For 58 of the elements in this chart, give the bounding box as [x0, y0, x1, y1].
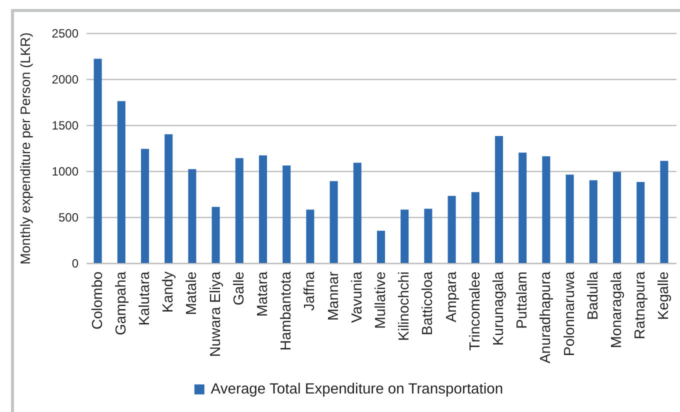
bar: [282, 165, 291, 263]
bar: [471, 192, 480, 263]
bar: [636, 182, 645, 263]
y-tick-label: 2000: [52, 72, 79, 86]
bar: [306, 210, 314, 263]
bar: [376, 230, 386, 263]
y-tick-label: 1500: [52, 118, 79, 132]
x-tick-label: Ratnapura: [632, 270, 649, 340]
x-tick-label: Kandy: [160, 270, 177, 313]
bar: [330, 181, 338, 263]
x-tick-label: Trincomalee: [467, 272, 484, 351]
bar: [518, 152, 527, 263]
x-tick-label: Kilinochchi: [396, 272, 413, 341]
bar: [424, 208, 432, 263]
x-tick-label: Kegalle: [656, 272, 672, 320]
bar: [612, 172, 622, 263]
x-tick-label: Gampaha: [113, 270, 130, 336]
bar: [212, 206, 220, 263]
x-tick-label: Vavunia: [349, 270, 366, 323]
x-tick-label: Ampara: [444, 270, 460, 322]
x-tick-label: Nuwara Eliya: [208, 270, 224, 357]
bar: [235, 158, 244, 263]
x-tick-label: Mannar: [326, 271, 342, 321]
bar: [117, 101, 126, 263]
x-tick-label: Kalutara: [137, 270, 153, 326]
bar: [188, 169, 196, 263]
bar: [589, 180, 598, 263]
x-tick-label: Badulla: [585, 270, 602, 320]
bar: [448, 196, 456, 263]
x-tick-label: Anuradhapura: [538, 270, 554, 364]
x-tick-label: Polonnaruwa: [562, 270, 578, 356]
x-tick-label: Matara: [255, 270, 271, 317]
x-tick-label: Galle: [231, 272, 248, 306]
y-tick-label: 1000: [52, 164, 79, 178]
bar: [566, 174, 574, 263]
y-tick-label: 500: [58, 210, 79, 224]
x-tick-label: Monaragala: [609, 270, 625, 348]
y-tick-label: 2500: [52, 26, 79, 40]
y-axis-title: Monthly expenditure per Person (LKR): [18, 32, 33, 264]
bar: [542, 156, 550, 263]
x-tick-label: Jaffna: [302, 270, 318, 311]
bar: [660, 160, 668, 263]
x-tick-label: Kurunagala: [491, 270, 507, 346]
x-tick-label: Colombo: [90, 272, 106, 330]
bar: [140, 148, 150, 263]
bar: [400, 210, 409, 263]
x-tick-label: Hambantota: [278, 270, 295, 350]
bar: [494, 136, 504, 263]
x-tick-label: Mullative: [373, 272, 389, 329]
bar: [94, 58, 102, 263]
bar: [164, 134, 173, 263]
bar: [353, 162, 362, 263]
x-tick-label: Puttalam: [514, 272, 531, 329]
bar: [258, 155, 268, 263]
y-tick-label: 0: [72, 256, 79, 270]
x-tick-label: Batticoloa: [420, 270, 436, 336]
x-tick-label: Matale: [184, 272, 200, 316]
legend-label: Average Total Expenditure on Transportation: [210, 381, 504, 398]
